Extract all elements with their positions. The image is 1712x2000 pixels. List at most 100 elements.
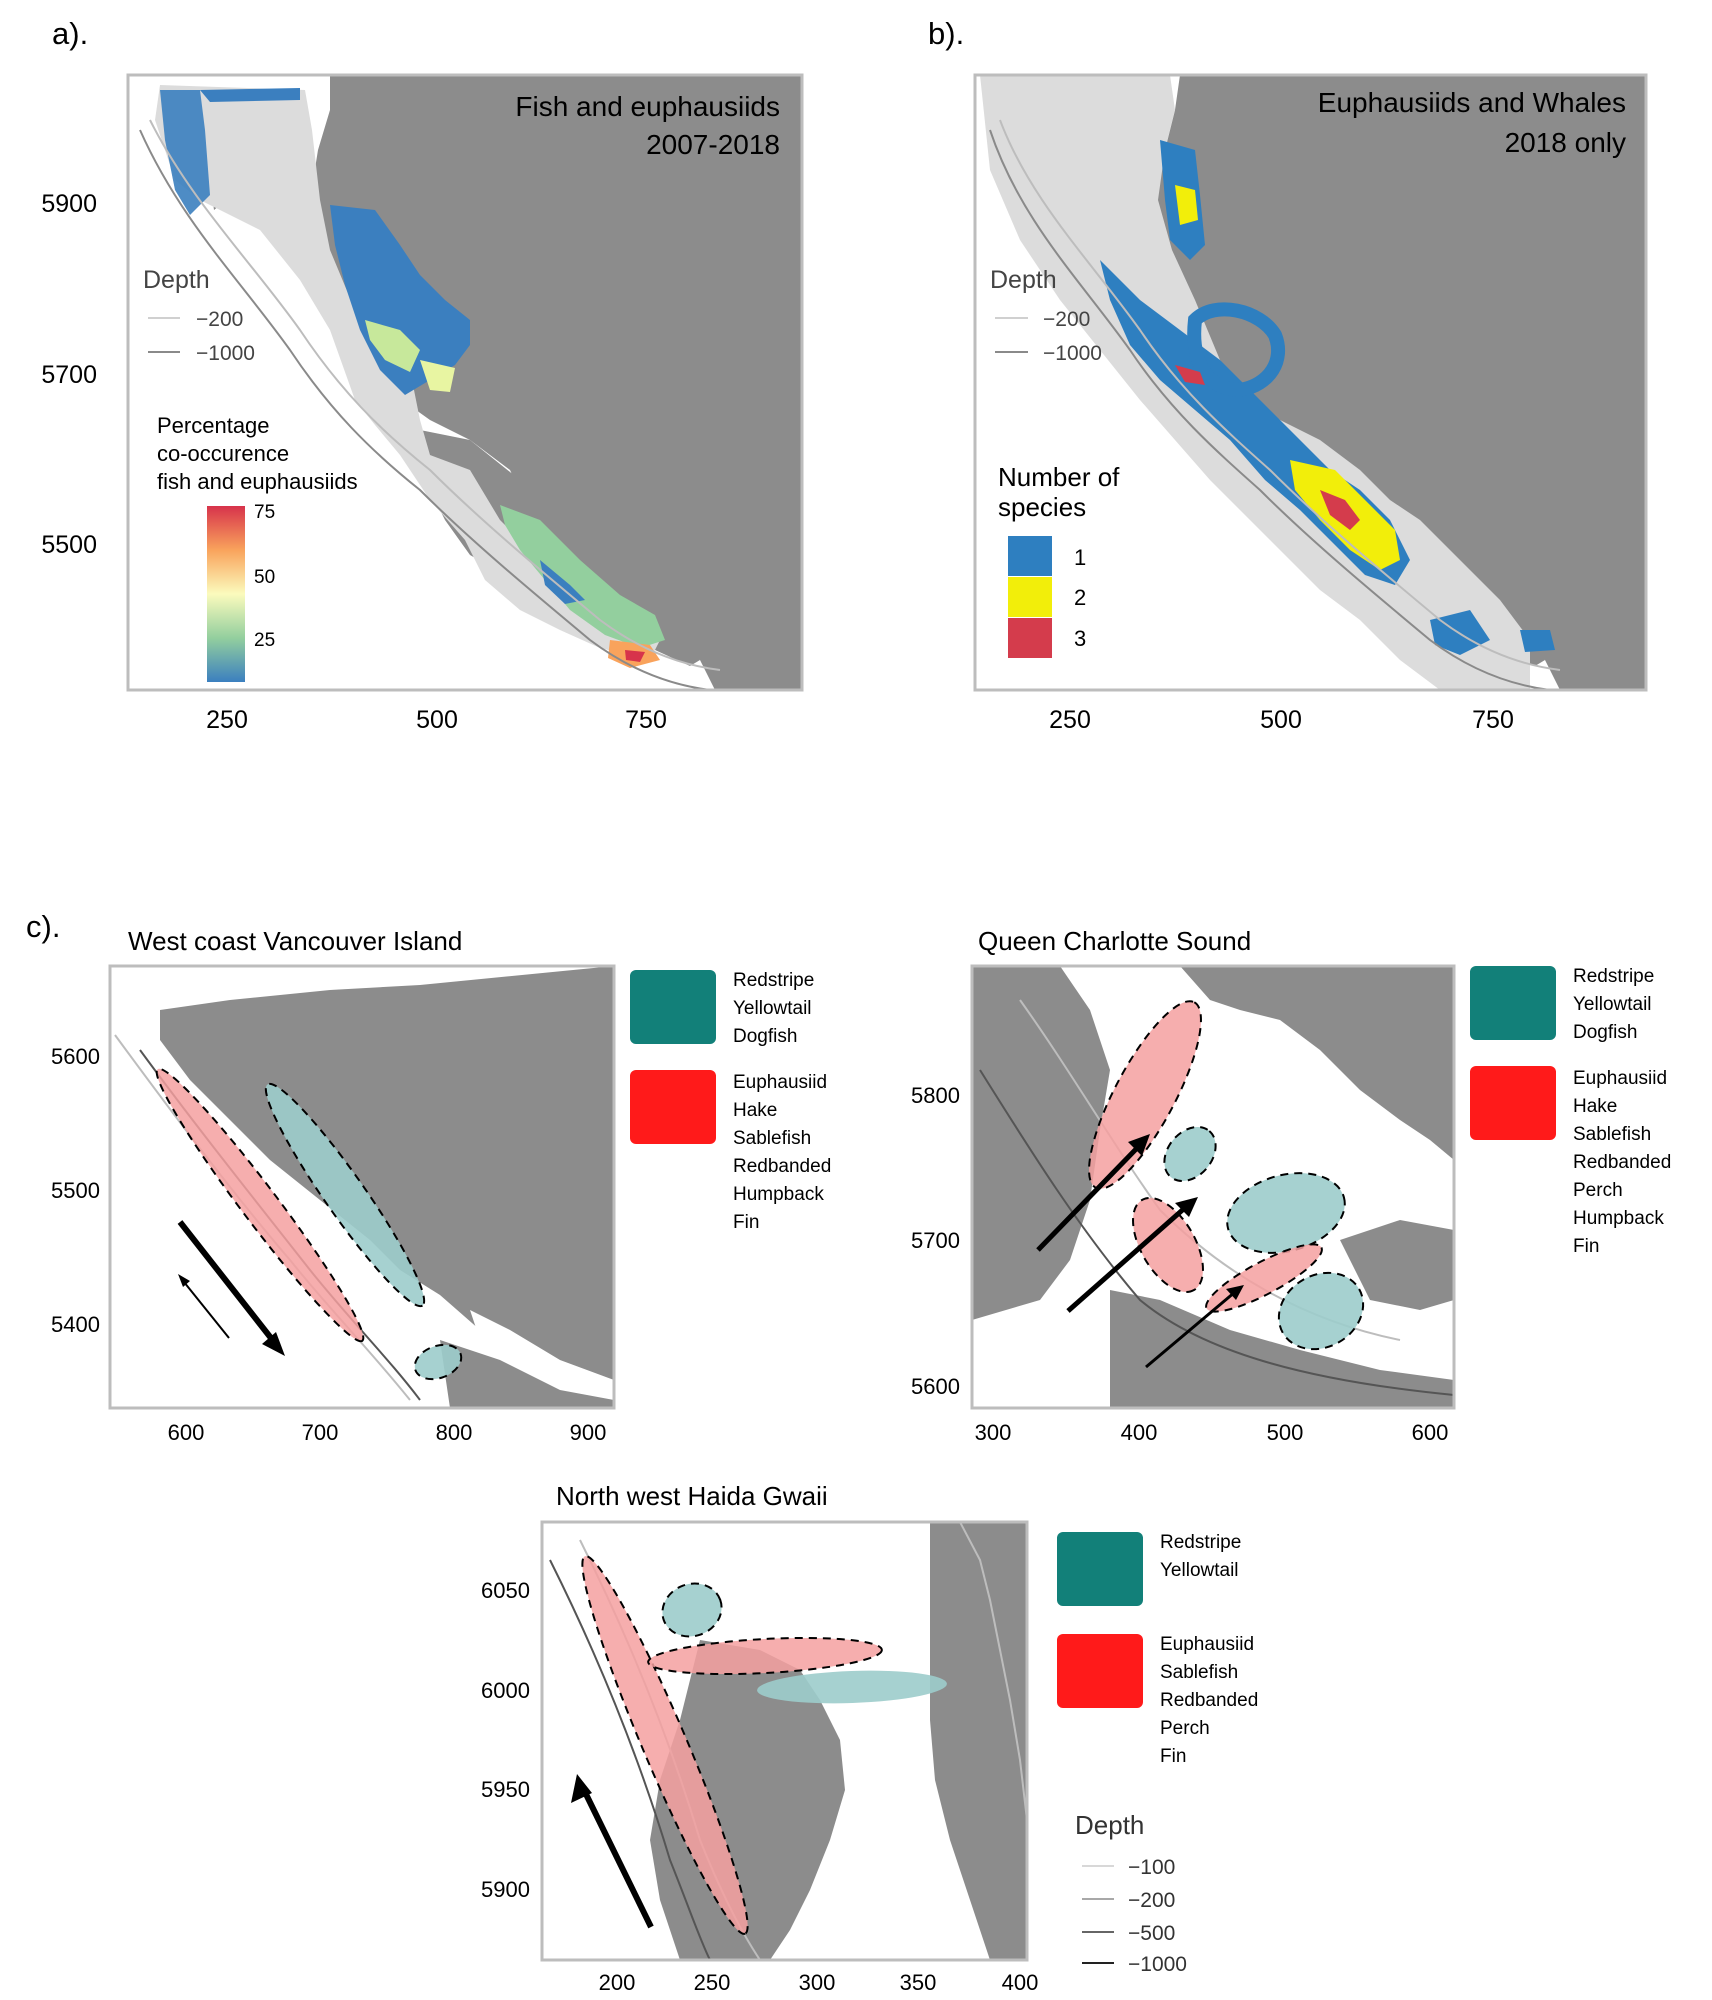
- vancouver-island-land: [160, 966, 614, 1408]
- depth-contour-200: [149, 119, 721, 671]
- nwhg-map: [542, 1522, 1027, 1960]
- panel-a: a). Fish and euphausiids: [41, 16, 804, 734]
- nwhg-legend-red-5: Fin: [1160, 1746, 1186, 1767]
- qcs-title: Queen Charlotte Sound: [978, 926, 1251, 956]
- wcvi-title: West coast Vancouver Island: [128, 926, 462, 956]
- nwhg-legend-teal-1: Redstripe: [1160, 1532, 1241, 1553]
- wcvi-ytick-3: 5400: [51, 1312, 100, 1337]
- nwhg-frame: [540, 1520, 1029, 1962]
- qcs-legend-red-2: Hake: [1573, 1096, 1617, 1117]
- nwhg-legend-red-1: Euphausiid: [1160, 1634, 1254, 1655]
- qcs-xtick-2: 400: [1121, 1420, 1158, 1445]
- mainland-land: [310, 75, 802, 690]
- panel-c-tag: c).: [26, 909, 60, 944]
- panel-a-xtick-3: 750: [625, 706, 667, 734]
- qcs-frame: [970, 964, 1456, 1410]
- wcvi-legend-red-5: Humpback: [733, 1184, 824, 1205]
- red-ellipse-middle: [1132, 1196, 1204, 1294]
- nwhg-depth-title: Depth: [1075, 1810, 1144, 1840]
- panel-b-legend-label-1: 1: [1074, 545, 1086, 570]
- cooccurrence-cells-qcs-mid: [365, 320, 420, 372]
- panel-c-wcvi: West coast Vancouver Island 5600 5500 54…: [51, 926, 831, 1445]
- teal-ellipse-south: [1277, 1271, 1365, 1351]
- arrow-small-head: [178, 1274, 190, 1287]
- cooccurrence-cells-qcs-high: [420, 360, 455, 392]
- qcs-map: [972, 966, 1454, 1408]
- cooccurrence-cells-wcvi: [500, 505, 665, 648]
- nwhg-xtick-1: 200: [599, 1970, 636, 1995]
- panel-b-legend-label-2: 2: [1074, 585, 1086, 610]
- wcvi-legend-red-6: Fin: [733, 1212, 759, 1233]
- haida-gwaii-land: [650, 1640, 845, 1960]
- qcs-legend-teal-3: Dogfish: [1573, 1022, 1637, 1043]
- wcvi-ytick-2: 5500: [51, 1178, 100, 1203]
- panel-a-depth-label-2: −1000: [196, 342, 255, 365]
- panel-b-legend-label-3: 3: [1074, 626, 1086, 651]
- qcs-legend-teal-swatch: [1470, 966, 1556, 1040]
- qcs-legend-red-6: Humpback: [1573, 1208, 1664, 1229]
- nwhg-xtick-5: 400: [1002, 1970, 1039, 1995]
- wcvi-ytick-1: 5600: [51, 1044, 100, 1069]
- panel-b-depth-label-2: −1000: [1043, 342, 1102, 365]
- panel-b: b). Euphausiids and Whales 2018 only 250…: [928, 16, 1648, 734]
- cooccurrence-cells-top: [200, 88, 300, 102]
- species-cells-south-2: [1520, 630, 1555, 652]
- panel-a-depth-label-1: −200: [196, 308, 243, 331]
- nwhg-xtick-2: 250: [694, 1970, 731, 1995]
- qcs-xtick-4: 600: [1412, 1420, 1449, 1445]
- panel-b-depth-label-1: −200: [1043, 308, 1090, 331]
- red-group-ellipse: [155, 1067, 365, 1343]
- teal-ellipse-dixon: [757, 1670, 947, 1704]
- nwhg-ytick-3: 5950: [481, 1777, 530, 1802]
- depth-contour-inner: [979, 1069, 1454, 1396]
- teal-group-ellipse-south: [413, 1343, 463, 1381]
- panel-a-xtick-1: 250: [206, 706, 248, 734]
- qcs-xtick-1: 300: [975, 1420, 1012, 1445]
- wcvi-legend-red-4: Redbanded: [733, 1156, 831, 1177]
- qcs-legend-teal-1: Redstripe: [1573, 966, 1654, 987]
- panel-b-legend-title-2: species: [998, 492, 1086, 522]
- panel-a-frame: [126, 73, 804, 692]
- wcvi-legend-red-1: Euphausiid: [733, 1072, 827, 1093]
- wcvi-xtick-4: 900: [570, 1420, 607, 1445]
- panel-a-legend-title-3: fish and euphausiids: [157, 469, 358, 494]
- species-cells-red-2: [1175, 365, 1205, 385]
- teal-ellipse-north: [661, 1582, 723, 1638]
- qcs-xtick-3: 500: [1267, 1420, 1304, 1445]
- arrow-1-head: [1128, 1134, 1150, 1156]
- arrow-large: [177, 1220, 281, 1349]
- panel-b-depth-title: Depth: [990, 266, 1057, 294]
- wcvi-legend-teal-1: Redstripe: [733, 970, 814, 991]
- arrow-2: [1066, 1204, 1189, 1313]
- west-land: [972, 966, 1110, 1320]
- nwhg-ytick-2: 6000: [481, 1678, 530, 1703]
- arrow-3-head: [1226, 1285, 1244, 1300]
- panel-b-legend-swatch-2: [1008, 577, 1052, 617]
- panel-a-colorbar-tick-25: 25: [254, 630, 275, 651]
- depth-contour-1000: [989, 129, 1551, 690]
- wcvi-legend-teal-swatch: [630, 970, 716, 1044]
- wcvi-legend-red-swatch: [630, 1070, 716, 1144]
- panel-c-nwhg: North west Haida Gwaii 6050 6000 5950 59…: [481, 1481, 1258, 1995]
- species-cells-north-2: [1175, 185, 1198, 225]
- panel-a-colorbar: [207, 506, 245, 682]
- qcs-legend-red-4: Redbanded: [1573, 1152, 1671, 1173]
- nwhg-legend-red-3: Redbanded: [1160, 1690, 1258, 1711]
- wcvi-map: [110, 966, 614, 1408]
- nwhg-legend-red-swatch: [1057, 1634, 1143, 1708]
- panel-b-xtick-1: 250: [1049, 706, 1091, 734]
- panel-a-depth-title: Depth: [143, 266, 210, 294]
- nwhg-legend-red-2: Sablefish: [1160, 1662, 1238, 1683]
- nwhg-ytick-1: 6050: [481, 1578, 530, 1603]
- nwhg-depth-label-3: −500: [1128, 1922, 1175, 1945]
- olympic-land: [440, 1340, 614, 1408]
- qcs-ytick-1: 5800: [911, 1083, 960, 1108]
- arrow-2-head: [1175, 1197, 1198, 1217]
- panel-a-colorbar-tick-75: 75: [254, 502, 275, 523]
- wcvi-legend-teal-2: Yellowtail: [733, 998, 812, 1019]
- panel-a-xtick-2: 500: [416, 706, 458, 734]
- panel-a-legend-title-1: Percentage: [157, 413, 270, 438]
- island-land: [1340, 1220, 1454, 1310]
- panel-a-title-2: 2007-2018: [646, 129, 780, 160]
- panel-b-xtick-3: 750: [1472, 706, 1514, 734]
